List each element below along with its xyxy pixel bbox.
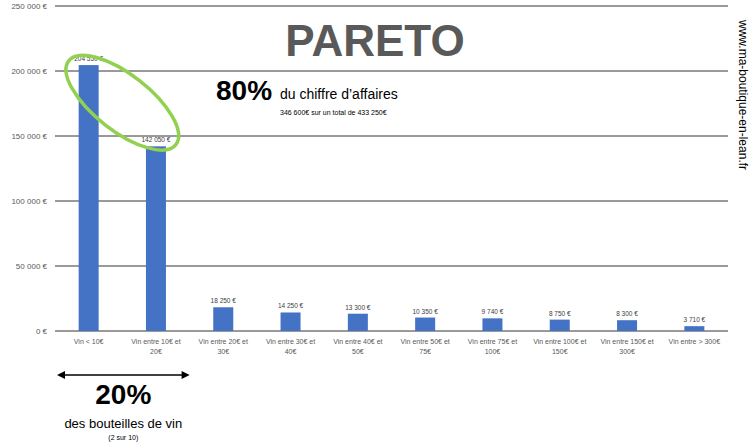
x-tick-label: Vin entre 40€ et50€ — [333, 338, 382, 355]
annotation: des bouteilles de vin — [64, 416, 182, 431]
grid-line — [55, 6, 728, 7]
y-tick-label: 100 000 € — [11, 197, 47, 206]
bar — [213, 307, 233, 331]
arrow-head — [182, 371, 190, 379]
annotation: (2 sur 10) — [108, 434, 138, 442]
bar — [482, 318, 502, 331]
annotation: 80% — [216, 75, 272, 106]
y-tick-label: 50 000 € — [16, 262, 48, 271]
x-tick-label: Vin < 10€ — [74, 338, 104, 345]
y-tick-label: 250 000 € — [11, 2, 47, 11]
data-label: 14 250 € — [278, 302, 304, 309]
x-tick-label: Vin entre 10€ et20€ — [131, 338, 180, 355]
y-tick-label: 0 € — [36, 327, 48, 336]
data-label: 8 750 € — [549, 310, 571, 317]
grid-line — [55, 71, 728, 72]
y-tick-label: 150 000 € — [11, 132, 47, 141]
bar — [550, 320, 570, 331]
annotation: 20% — [95, 379, 151, 410]
y-tick-label: 200 000 € — [11, 67, 47, 76]
x-tick-label: Vin entre 75€ et100€ — [468, 338, 517, 355]
chart: 0 € 50 000 € 100 000 € 150 000 € 200 000 € 25… — [0, 0, 750, 445]
background — [0, 0, 750, 445]
arrow-head — [57, 371, 65, 379]
data-label: 8 300 € — [616, 310, 638, 317]
data-label: 10 350 € — [412, 308, 438, 315]
annotation: 346 600€ sur un total de 433 250€ — [280, 109, 387, 116]
bar — [415, 318, 435, 331]
arrow-line — [63, 374, 184, 376]
bar — [281, 312, 301, 331]
x-tick-label: Vin entre > 300€ — [669, 338, 721, 345]
bars — [79, 65, 705, 331]
data-label: 142 050 € — [141, 136, 170, 143]
bar — [684, 326, 704, 331]
x-tick-label: Vin entre 100€ et150€ — [533, 338, 586, 355]
bar — [617, 320, 637, 331]
data-label: 3 710 € — [684, 316, 706, 323]
x-tick-label: Vin entre 30€ et40€ — [266, 338, 315, 355]
x-tick-label: Vin entre 150€ et300€ — [600, 338, 653, 355]
x-tick-label: Vin entre 50€ et75€ — [400, 338, 449, 355]
x-tick-label: Vin entre 20€ et30€ — [199, 338, 248, 355]
title: PARETO — [285, 16, 464, 65]
data-label: 9 740 € — [482, 308, 504, 315]
bar — [146, 146, 166, 331]
annotation: du chiffre d’affaires — [280, 86, 398, 102]
data-label: 13 300 € — [345, 304, 371, 311]
highlight-ellipse — [51, 39, 193, 167]
bar — [348, 314, 368, 331]
data-label: 18 250 € — [211, 297, 237, 304]
source: www.ma-boutique-en-lean.fr — [736, 19, 750, 170]
